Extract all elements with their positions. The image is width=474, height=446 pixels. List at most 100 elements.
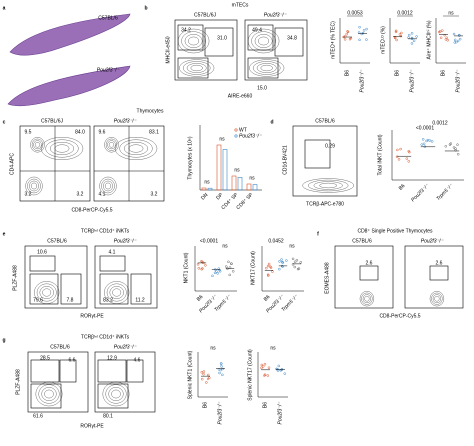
dot <box>208 376 211 380</box>
label: Pou2f3⁻/⁻ <box>114 118 137 124</box>
dot <box>405 157 409 160</box>
dot <box>407 33 411 37</box>
dot <box>206 373 210 377</box>
label: AIRE-e660 <box>228 93 253 99</box>
contour <box>99 176 117 196</box>
label: Pou2f3⁻/⁻ <box>114 238 137 244</box>
dot <box>263 362 267 366</box>
contour <box>111 389 121 399</box>
dot <box>265 266 268 270</box>
dot <box>360 32 364 36</box>
label: 79.6 <box>33 297 43 303</box>
dot <box>221 373 224 377</box>
label: DP <box>215 192 225 202</box>
label: Pou2f3⁻/⁻ <box>455 70 461 93</box>
contour <box>429 291 445 307</box>
contour <box>104 137 119 153</box>
contour <box>432 294 441 304</box>
dot <box>395 155 399 159</box>
contour <box>359 291 375 307</box>
dot <box>343 38 347 41</box>
label: C57BL/6J <box>41 118 63 124</box>
contour <box>308 179 349 192</box>
label: 83.2 <box>103 297 113 303</box>
gate <box>130 273 152 305</box>
dot <box>437 30 441 34</box>
plot-frame <box>94 245 158 309</box>
gate <box>429 265 449 281</box>
dot <box>281 265 284 268</box>
label: Pou2f3⁻/⁻ <box>359 70 365 93</box>
dot <box>412 39 416 43</box>
contour <box>104 281 130 304</box>
label: B6 <box>262 402 268 408</box>
label: 34.2 <box>181 27 191 33</box>
dot <box>358 38 361 42</box>
dot <box>456 39 460 43</box>
plot-frame <box>27 351 89 413</box>
dot <box>213 271 217 275</box>
label: B6 <box>344 70 350 76</box>
dot <box>260 363 264 367</box>
axis <box>435 18 466 64</box>
dot <box>410 42 414 45</box>
contour <box>119 139 153 158</box>
dot <box>228 273 231 277</box>
contour <box>34 142 41 148</box>
legend-dot <box>234 128 238 132</box>
panel-letter: e <box>3 231 6 237</box>
label: Pou2f3⁻/⁻ <box>410 183 430 203</box>
dot <box>197 267 201 270</box>
dot <box>267 366 271 369</box>
dot <box>365 27 368 31</box>
axis <box>391 130 464 181</box>
label: 3.2 <box>25 191 32 197</box>
plot-frame <box>94 351 156 413</box>
dot <box>453 41 457 44</box>
label: ns <box>448 10 454 16</box>
label: RORγt-PE <box>80 423 104 429</box>
dot <box>291 257 295 261</box>
dot <box>397 158 401 161</box>
bar <box>216 144 222 191</box>
axis <box>339 18 370 64</box>
dot <box>263 373 267 376</box>
label: <0.0001 <box>416 125 434 131</box>
label: C57BL/6J <box>194 12 216 18</box>
contour <box>40 137 84 160</box>
plot-frame <box>334 245 394 309</box>
panel-letter: f <box>317 231 319 237</box>
label: Pou2f3⁻/⁻ <box>239 133 262 139</box>
contour <box>364 295 370 302</box>
dot <box>407 160 411 163</box>
gate <box>97 359 127 383</box>
dot <box>410 32 414 35</box>
gate <box>247 24 274 51</box>
dot <box>218 270 222 273</box>
label: Trpm5⁻/⁻ <box>435 183 454 202</box>
label: ns <box>210 345 216 351</box>
panel-title: TCRβᴵⁿᵗ CD1d⁺ iNKTs <box>81 334 130 340</box>
dot <box>280 258 283 261</box>
contour <box>114 137 158 160</box>
label: C57BL/6 <box>47 238 67 244</box>
label: NKT1 (Count) <box>183 252 189 283</box>
label: ns <box>204 179 210 185</box>
label: 10.6 <box>37 249 47 255</box>
label: 4.1 <box>109 249 116 255</box>
dot <box>202 372 205 376</box>
panel-letter: d <box>270 119 273 125</box>
label: ns <box>219 136 225 142</box>
label: 7.8 <box>67 297 74 303</box>
label: MHCII-e450 <box>165 36 171 63</box>
label: 28.5 <box>40 355 50 361</box>
dot <box>393 36 397 40</box>
dot <box>421 138 425 141</box>
label: <0.0001 <box>200 238 218 244</box>
gate <box>177 24 204 51</box>
dot <box>456 152 460 156</box>
bar <box>207 187 213 191</box>
plot-frame <box>292 125 358 197</box>
dot <box>428 139 432 142</box>
contour <box>109 286 124 299</box>
